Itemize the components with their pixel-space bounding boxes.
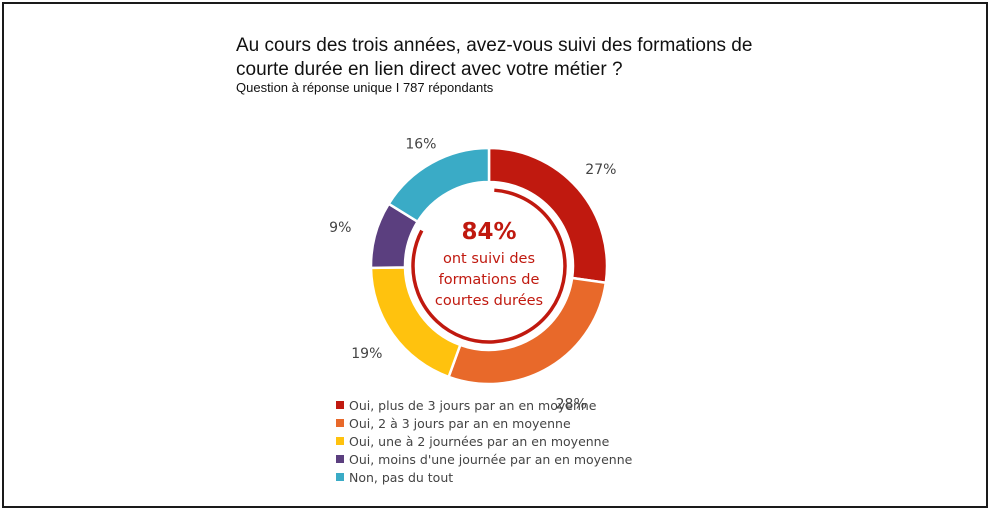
center-text-line: ont suivi des [443, 251, 535, 267]
legend-label: Oui, plus de 3 jours par an en moyenne [349, 397, 597, 413]
chart-legend: Oui, plus de 3 jours par an en moyenne Ou… [336, 396, 632, 486]
slice-label-5: 16% [405, 137, 436, 153]
center-value: 84% [461, 219, 516, 245]
center-text-line: formations de [439, 272, 540, 288]
legend-swatch [336, 473, 344, 481]
legend-swatch [336, 455, 344, 463]
legend-item: Oui, plus de 3 jours par an en moyenne [336, 396, 632, 414]
legend-swatch [336, 419, 344, 427]
legend-label: Oui, 2 à 3 jours par an en moyenne [349, 415, 571, 431]
slice-label-4: 9% [329, 220, 351, 236]
chart-subtitle: Question à réponse unique I 787 répondan… [236, 80, 494, 95]
legend-item: Non, pas du tout [336, 468, 632, 486]
legend-swatch [336, 437, 344, 445]
legend-label: Oui, une à 2 journées par an en moyenne [349, 433, 610, 449]
legend-label: Non, pas du tout [349, 469, 454, 485]
donut-segment-5 [387, 146, 491, 224]
legend-label: Oui, moins d'une journée par an en moyen… [349, 451, 633, 467]
center-text-line: courtes durées [435, 293, 543, 309]
legend-swatch [336, 401, 344, 409]
slice-label-2: 28% [556, 396, 587, 412]
highlight-arc [411, 188, 567, 344]
slice-label-3: 19% [351, 346, 382, 362]
legend-item: Oui, une à 2 journées par an en moyenne [336, 432, 632, 450]
legend-item: Oui, moins d'une journée par an en moyen… [336, 450, 632, 468]
chart-title: Au cours des trois années, avez-vous sui… [236, 35, 753, 80]
legend-item: Oui, 2 à 3 jours par an en moyenne [336, 414, 632, 432]
slice-label-1: 27% [585, 162, 616, 178]
